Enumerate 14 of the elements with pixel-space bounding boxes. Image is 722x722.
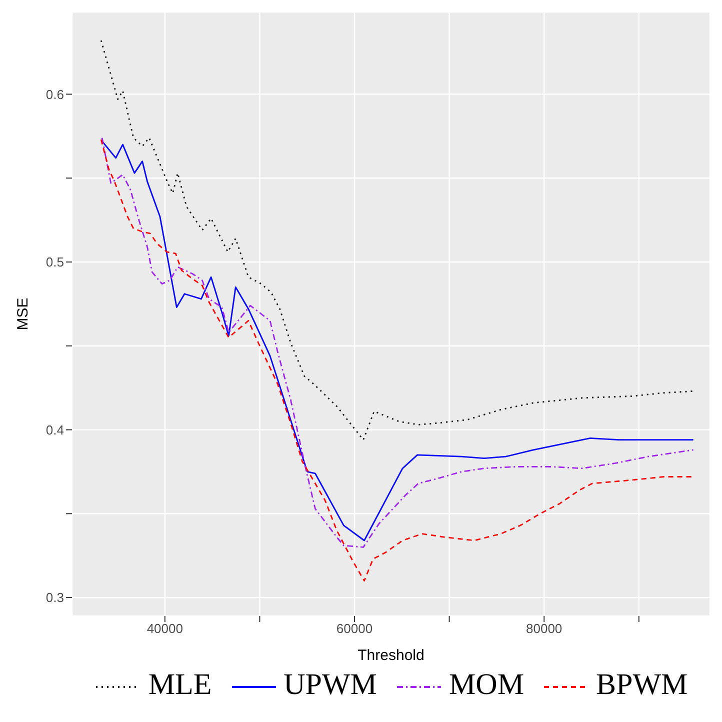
y-tick-label: 0.6 bbox=[46, 86, 64, 102]
y-tick-label: 0.5 bbox=[46, 254, 64, 270]
y-tick-label: 0.4 bbox=[46, 422, 64, 438]
y-axis-title: MSE bbox=[14, 298, 32, 330]
x-tick-label: 80000 bbox=[526, 621, 562, 636]
x-tick-label: 40000 bbox=[146, 621, 183, 636]
legend-label: BPWM bbox=[596, 668, 688, 702]
x-axis-title: Threshold bbox=[358, 647, 424, 664]
y-tick-label: 0.3 bbox=[46, 590, 64, 606]
line-series bbox=[100, 40, 694, 441]
x-tick-label: 60000 bbox=[336, 621, 373, 636]
legend-label: MLE bbox=[148, 668, 212, 702]
legend-label: UPWM bbox=[284, 668, 377, 702]
legend-label: MOM bbox=[448, 668, 524, 702]
